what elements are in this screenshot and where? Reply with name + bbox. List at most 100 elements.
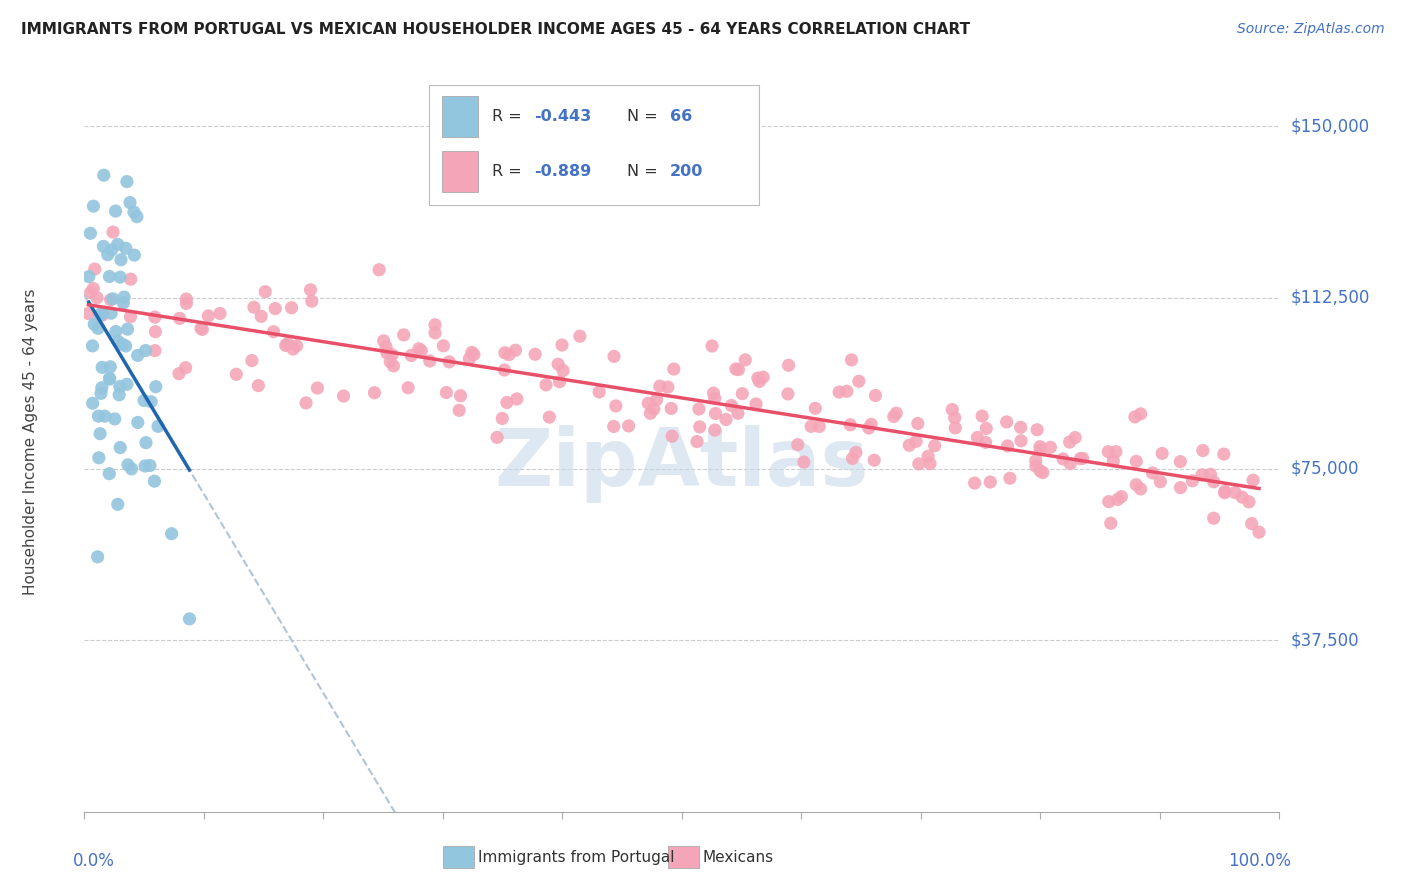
Point xyxy=(1241,473,1264,487)
Point xyxy=(100,293,122,307)
Point xyxy=(841,451,863,466)
Point xyxy=(197,309,219,323)
Point xyxy=(363,385,385,400)
Point xyxy=(835,384,858,399)
Point xyxy=(1181,474,1204,488)
Point xyxy=(176,296,198,310)
Point xyxy=(423,326,446,340)
Point xyxy=(860,417,883,432)
Point xyxy=(118,195,141,210)
FancyBboxPatch shape xyxy=(441,95,478,136)
Text: 200: 200 xyxy=(671,164,703,179)
Point xyxy=(974,435,997,450)
Point xyxy=(1099,516,1122,531)
Point xyxy=(974,421,997,435)
Point xyxy=(127,348,149,362)
Point xyxy=(77,269,100,284)
Point xyxy=(108,388,131,402)
Point xyxy=(110,441,132,455)
Point xyxy=(688,402,710,417)
Point xyxy=(127,416,149,430)
Point xyxy=(89,426,111,441)
Point xyxy=(686,434,709,449)
Point xyxy=(1025,454,1047,468)
Point xyxy=(700,339,723,353)
Point xyxy=(1237,495,1260,509)
Text: -0.443: -0.443 xyxy=(534,109,592,124)
Point xyxy=(491,411,513,425)
Point xyxy=(87,321,110,335)
Point xyxy=(966,430,988,444)
Point xyxy=(1010,420,1032,434)
Point xyxy=(132,393,155,408)
Text: N =: N = xyxy=(627,164,664,179)
Text: Mexicans: Mexicans xyxy=(703,850,775,864)
Point xyxy=(848,374,870,388)
Point xyxy=(368,262,391,277)
Point xyxy=(135,435,157,450)
Point xyxy=(1026,423,1049,437)
Point xyxy=(1097,444,1119,458)
Point xyxy=(98,467,121,481)
Text: $150,000: $150,000 xyxy=(1291,117,1369,136)
Point xyxy=(1025,459,1047,474)
Point xyxy=(90,306,112,320)
Text: IMMIGRANTS FROM PORTUGAL VS MEXICAN HOUSEHOLDER INCOME AGES 45 - 64 YEARS CORREL: IMMIGRANTS FROM PORTUGAL VS MEXICAN HOUS… xyxy=(21,22,970,37)
FancyBboxPatch shape xyxy=(441,151,478,192)
Point xyxy=(1059,435,1081,450)
Point xyxy=(112,296,135,310)
Point xyxy=(169,311,191,326)
Point xyxy=(264,301,287,316)
Point xyxy=(748,375,770,389)
Point xyxy=(240,353,263,368)
Point xyxy=(745,397,768,411)
Text: R =: R = xyxy=(492,164,526,179)
Point xyxy=(139,394,162,409)
Point xyxy=(898,438,921,452)
Point xyxy=(1129,407,1152,421)
Point xyxy=(104,325,127,339)
Point xyxy=(117,322,139,336)
Point xyxy=(602,419,624,434)
Point xyxy=(1232,490,1254,504)
Point xyxy=(997,439,1019,453)
Point xyxy=(139,458,162,473)
Point xyxy=(83,262,105,277)
Point xyxy=(111,337,134,351)
Point xyxy=(1029,440,1052,454)
Point xyxy=(101,225,124,239)
Point xyxy=(167,367,190,381)
Point xyxy=(299,283,322,297)
Point xyxy=(568,329,591,343)
Point xyxy=(643,402,665,417)
Point xyxy=(924,439,946,453)
Point xyxy=(280,301,302,315)
Point xyxy=(79,227,101,241)
Point xyxy=(548,375,571,389)
Point xyxy=(858,421,880,435)
Point xyxy=(1142,466,1164,480)
Point xyxy=(845,445,868,459)
Point xyxy=(145,325,167,339)
Point xyxy=(752,370,775,384)
Point xyxy=(263,325,285,339)
Point xyxy=(727,362,749,376)
Point xyxy=(998,471,1021,485)
Point xyxy=(553,363,575,377)
Point xyxy=(104,204,127,219)
Point xyxy=(907,417,929,431)
Point xyxy=(107,334,129,349)
Point xyxy=(778,358,800,372)
Point xyxy=(1212,447,1234,461)
Point xyxy=(640,406,662,420)
Point xyxy=(98,359,121,374)
Point xyxy=(101,292,124,306)
Point xyxy=(1168,455,1191,469)
Point xyxy=(1123,409,1146,424)
Point xyxy=(703,392,725,406)
Point xyxy=(179,612,201,626)
Point xyxy=(1111,490,1133,504)
Point xyxy=(1105,444,1128,458)
Point xyxy=(724,362,747,376)
Point xyxy=(77,306,100,320)
